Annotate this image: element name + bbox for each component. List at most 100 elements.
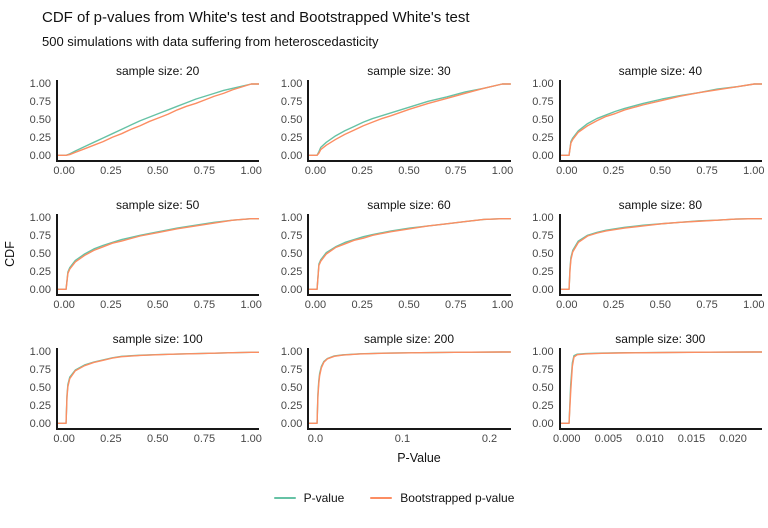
x-axis-tick-labels: 0.00 0.25 0.50 0.75 1.00 bbox=[304, 162, 514, 178]
y-tick-label: 0.50 bbox=[280, 114, 303, 126]
x-tick-label: 0.25 bbox=[602, 299, 625, 311]
cdf-curve-p-value bbox=[309, 84, 510, 155]
cdf-curve-p-value bbox=[309, 352, 510, 423]
x-tick-label: 0.00 bbox=[53, 165, 75, 177]
x-tick-label: 0.005 bbox=[594, 433, 623, 445]
y-tick-label: 0.00 bbox=[280, 150, 303, 162]
y-axis-tick-labels: 0.00 0.25 0.50 0.75 1.00 bbox=[271, 212, 307, 296]
x-tick-label: 0.00 bbox=[53, 299, 75, 311]
cdf-curve-p-value bbox=[58, 352, 259, 423]
y-axis-tick-labels: 0.00 0.25 0.50 0.75 1.00 bbox=[20, 78, 56, 162]
x-tick-label: 0.00 bbox=[304, 165, 327, 177]
facet-strip-title: sample size: 40 bbox=[618, 64, 702, 78]
panel-plot-area bbox=[307, 214, 511, 296]
x-axis-tick-labels: 0.00 0.25 0.50 0.75 1.00 bbox=[53, 296, 261, 312]
y-tick-label: 0.25 bbox=[29, 400, 51, 412]
y-tick-label: 0.25 bbox=[280, 400, 303, 412]
y-tick-label: 0.25 bbox=[280, 266, 303, 278]
facet-panel-2: sample size: 30 0.00 0.25 0.50 0.75 1.00 0.00 0… bbox=[271, 62, 514, 178]
x-tick-label: 0.2 bbox=[481, 433, 498, 445]
cdf-curve-p-value bbox=[561, 219, 762, 290]
x-axis-tick-labels: 0.00 0.25 0.50 0.75 1.00 bbox=[556, 296, 764, 312]
legend-item-2: Bootstrapped p-value bbox=[370, 491, 514, 505]
y-tick-label: 1.00 bbox=[29, 212, 51, 224]
y-tick-label: 0.00 bbox=[280, 284, 303, 296]
y-tick-label: 0.00 bbox=[280, 418, 303, 430]
y-tick-label: 1.00 bbox=[29, 78, 51, 90]
plot-title: CDF of p-values from White's test and Bo… bbox=[42, 9, 470, 26]
y-tick-label: 0.50 bbox=[280, 248, 303, 260]
y-tick-label: 0.00 bbox=[29, 150, 51, 162]
facet-panel-row: 0.00 0.25 0.50 0.75 1.00 bbox=[271, 346, 511, 430]
x-tick-label: 0.75 bbox=[193, 433, 216, 445]
y-tick-label: 1.00 bbox=[29, 346, 51, 358]
cdf-curve-p-value bbox=[561, 352, 762, 423]
x-tick-label: 0.25 bbox=[602, 165, 625, 177]
y-tick-label: 0.50 bbox=[29, 248, 51, 260]
facet-panel-row: 0.00 0.25 0.50 0.75 1.00 bbox=[523, 346, 762, 430]
y-tick-label: 0.00 bbox=[29, 284, 51, 296]
x-tick-label: 0.00 bbox=[53, 433, 75, 445]
cdf-curve-bootstrapped-p-value bbox=[309, 84, 510, 155]
y-tick-label: 1.00 bbox=[532, 346, 554, 358]
facet-panel-3: sample size: 40 0.00 0.25 0.50 0.75 1.00 0.00 0… bbox=[523, 62, 765, 178]
x-tick-label: 0.1 bbox=[394, 433, 411, 445]
x-axis-tick-labels: 0.00 0.25 0.50 0.75 1.00 bbox=[305, 296, 514, 312]
x-axis-tick-labels: 0.00 0.25 0.50 0.75 1.00 bbox=[53, 430, 262, 446]
y-tick-label: 0.00 bbox=[532, 150, 554, 162]
x-tick-label: 0.50 bbox=[146, 433, 169, 445]
panel-plot-area bbox=[307, 80, 511, 162]
x-axis-tick-labels: 0.000 0.005 0.010 0.015 0.020 bbox=[553, 430, 762, 446]
x-tick-label: 1.00 bbox=[491, 299, 514, 311]
x-tick-label: 1.00 bbox=[240, 433, 262, 445]
x-tick-label: 1.00 bbox=[491, 165, 514, 177]
facet-panel-7: sample size: 100 0.00 0.25 0.50 0.75 1.00 0.00… bbox=[20, 330, 262, 446]
facet-panel-5: sample size: 60 0.00 0.25 0.50 0.75 1.00 0.00 0… bbox=[271, 196, 514, 312]
x-tick-label: 0.00 bbox=[556, 165, 578, 177]
y-tick-label: 0.00 bbox=[532, 418, 554, 430]
cdf-curve-bootstrapped-p-value bbox=[58, 84, 259, 155]
x-tick-label: 0.25 bbox=[100, 165, 122, 177]
y-axis-tick-labels: 0.00 0.25 0.50 0.75 1.00 bbox=[523, 212, 559, 296]
facet-panel-row: 0.00 0.25 0.50 0.75 1.00 bbox=[20, 212, 260, 296]
legend-label: Bootstrapped p-value bbox=[400, 491, 515, 505]
facet-strip-title: sample size: 100 bbox=[112, 332, 203, 346]
cdf-curve-p-value bbox=[561, 84, 762, 155]
panel-plot-area bbox=[56, 348, 260, 430]
facet-panel-row: 0.00 0.25 0.50 0.75 1.00 bbox=[20, 346, 260, 430]
facet-panel-row: 0.00 0.25 0.50 0.75 1.00 bbox=[523, 78, 762, 162]
y-tick-label: 0.75 bbox=[532, 230, 554, 242]
legend-line-swatch bbox=[370, 496, 393, 500]
x-tick-label: 0.020 bbox=[719, 433, 747, 445]
legend: P-value Bootstrapped p-value bbox=[0, 491, 768, 505]
facet-strip-title: sample size: 60 bbox=[367, 198, 451, 212]
x-tick-label: 0.25 bbox=[351, 165, 373, 177]
y-tick-label: 0.75 bbox=[280, 96, 303, 108]
x-tick-label: 0.25 bbox=[100, 299, 122, 311]
y-tick-label: 0.75 bbox=[532, 96, 554, 108]
y-tick-label: 0.25 bbox=[280, 132, 303, 144]
x-axis-tick-labels: 0.0 0.1 0.2 bbox=[307, 430, 510, 446]
x-tick-label: 0.00 bbox=[556, 299, 578, 311]
x-tick-label: 1.00 bbox=[743, 165, 765, 177]
plot-region: CDF sample size: 20 0.00 0.25 0.50 0.75 1.00 0… bbox=[0, 62, 768, 465]
y-tick-label: 0.25 bbox=[29, 266, 51, 278]
panel-plot-area bbox=[558, 80, 762, 162]
x-axis-tick-labels: 0.00 0.25 0.50 0.75 1.00 bbox=[53, 162, 261, 178]
y-tick-label: 0.50 bbox=[29, 114, 51, 126]
x-tick-label: 0.000 bbox=[553, 433, 581, 445]
x-tick-label: 0.0 bbox=[307, 433, 324, 445]
y-tick-label: 0.75 bbox=[280, 230, 303, 242]
y-tick-label: 0.25 bbox=[532, 400, 554, 412]
y-tick-label: 0.50 bbox=[280, 382, 303, 394]
x-tick-label: 0.50 bbox=[146, 299, 169, 311]
facet-panel-row: 0.00 0.25 0.50 0.75 1.00 bbox=[271, 78, 511, 162]
y-axis-tick-labels: 0.00 0.25 0.50 0.75 1.00 bbox=[523, 346, 559, 430]
y-tick-label: 0.50 bbox=[29, 382, 51, 394]
y-axis-tick-labels: 0.00 0.25 0.50 0.75 1.00 bbox=[20, 212, 56, 296]
facet-strip-title: sample size: 80 bbox=[618, 198, 702, 212]
x-tick-label: 0.015 bbox=[677, 433, 706, 445]
panel-plot-area bbox=[558, 348, 762, 430]
cdf-curve-bootstrapped-p-value bbox=[309, 219, 510, 290]
